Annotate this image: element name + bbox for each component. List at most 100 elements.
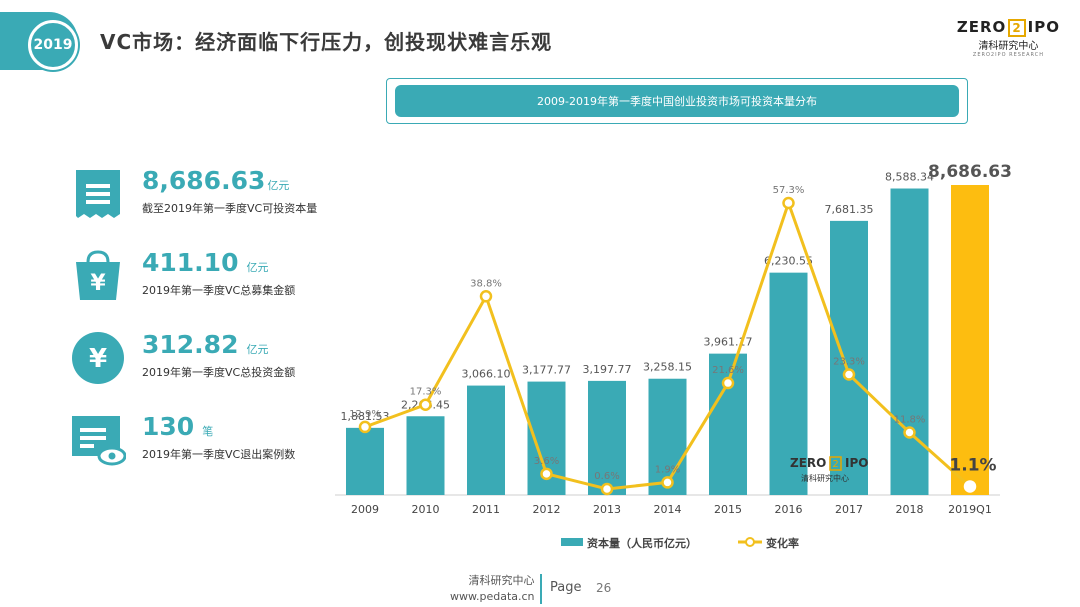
line-point	[903, 426, 916, 439]
bar	[346, 427, 384, 495]
x-tick-label: 2017	[835, 503, 863, 516]
footer-page-label: Page	[550, 580, 582, 595]
bar	[890, 188, 929, 495]
line-point	[600, 482, 614, 496]
x-tick-label: 2013	[593, 503, 621, 516]
logo-main: ZERO 2 IPO	[957, 18, 1060, 37]
watermark-left: ZERO	[790, 456, 826, 470]
line-value-label: 57.3%	[773, 185, 805, 196]
logo-box: 2	[1008, 19, 1026, 37]
chart-title: 2009-2019年第一季度中国创业投资市场可投资本量分布	[395, 85, 959, 117]
chart-title-frame: 2009-2019年第一季度中国创业投资市场可投资本量分布	[386, 78, 968, 124]
x-tick-label: 2015	[714, 503, 742, 516]
stat-desc: 2019年第一季度VC总投资金额	[142, 366, 296, 379]
stat-unit: 亿元	[246, 261, 269, 274]
line-point	[479, 290, 493, 303]
logo-left: ZERO	[956, 18, 1007, 36]
change-rate-line	[364, 201, 971, 491]
bar-value-label: 7,681.35	[825, 203, 874, 216]
stat-desc: 截至2019年第一季度VC可投资本量	[142, 202, 318, 215]
bar	[709, 353, 747, 495]
watermark-box	[829, 456, 842, 471]
line-value-label: 17.3%	[410, 387, 442, 398]
line-value-label: 38.8%	[470, 278, 502, 289]
bar	[951, 185, 989, 495]
line-value-label: 12.9%	[349, 409, 381, 420]
stat-desc: 2019年第一季度VC总募集金额	[142, 284, 296, 297]
line-value-label: 11.8%	[894, 414, 926, 425]
line-value-label: 0.6%	[594, 471, 619, 482]
x-tick-label: 2009	[351, 503, 379, 516]
line-point	[540, 467, 553, 481]
footer-org: 清科研究中心	[468, 574, 535, 587]
legend-bar-label: 资本量（人民币亿元）	[587, 536, 697, 550]
bar	[406, 416, 445, 495]
stat-value: 411.10 亿元	[142, 248, 269, 277]
bar-value-label: 3,258.15	[643, 361, 692, 374]
x-tick-label: 2011	[472, 503, 500, 516]
bar	[769, 272, 808, 495]
bar-value-label: 1,881.53	[341, 410, 390, 423]
x-tick-label: 2018	[896, 503, 924, 516]
svg-text:¥: ¥	[90, 271, 106, 296]
bar-value-label: 8,588.34	[885, 171, 934, 184]
stat-unit: 亿元	[246, 343, 269, 356]
stat-value: 8,686.63 亿元	[142, 166, 290, 195]
bar-value-label: 6,230.55	[764, 255, 813, 268]
x-tick-label: 2014	[654, 503, 682, 516]
footer-page-number: 26	[596, 581, 612, 595]
zero2ipo-logo: ZERO 2 IPO 清科研究中心 ZERO2IPO RESEARCH	[957, 18, 1060, 58]
line-value-label: 1.1%	[949, 455, 996, 475]
legend-line-marker	[745, 537, 755, 547]
receipt-icon	[76, 170, 120, 218]
line-point	[782, 196, 795, 210]
line-point	[842, 368, 856, 381]
line-value-label: 21.6%	[712, 365, 744, 376]
watermark-right: IPO	[845, 456, 868, 470]
watermark-sub: 清科研究中心	[801, 473, 849, 483]
stat-value: 312.82 亿元	[142, 330, 269, 359]
logo-right: IPO	[1027, 18, 1060, 36]
line-value-label: 1.9%	[655, 464, 680, 475]
stat-desc: 2019年第一季度VC退出案例数	[142, 448, 296, 461]
stat-unit: 亿元	[267, 179, 290, 192]
bar	[527, 381, 566, 495]
line-value-label: 23.3%	[833, 356, 865, 367]
stat-unit: 笔	[202, 425, 214, 438]
svg-text:¥: ¥	[89, 344, 107, 374]
page-title: VC市场：经济面临下行压力，创投现状难言乐观	[100, 30, 553, 54]
yuan-bag-icon: ¥	[76, 250, 120, 300]
footer-divider	[540, 574, 542, 604]
bar-value-label: 2,206.45	[401, 398, 450, 411]
bar	[467, 385, 505, 495]
footer-url[interactable]: www.pedata.cn	[450, 590, 535, 603]
line-point	[419, 398, 432, 411]
x-tick-label: 2010	[412, 503, 440, 516]
legend-bar-swatch	[561, 538, 583, 546]
x-tick-label: 2019Q1	[948, 503, 992, 516]
bar-value-label: 3,197.77	[583, 363, 632, 376]
line-point	[721, 376, 735, 390]
logo-tiny: ZERO2IPO RESEARCH	[972, 52, 1044, 58]
bar	[830, 220, 868, 495]
bar-value-label: 8,686.63	[928, 162, 1012, 182]
line-point	[661, 476, 674, 489]
x-tick-label: 2012	[533, 503, 561, 516]
bar	[648, 378, 687, 495]
line-value-label: 3.6%	[534, 456, 559, 467]
bar-value-label: 3,066.10	[462, 368, 511, 381]
watermark-box-label: 2	[832, 459, 838, 470]
bar	[588, 380, 626, 495]
year-badge: 2019	[28, 20, 78, 70]
line-point	[963, 480, 977, 493]
legend-line-label: 变化率	[766, 536, 799, 550]
footer-org-block: 清科研究中心 www.pedata.cn	[450, 573, 535, 605]
x-tick-label: 2016	[775, 503, 803, 516]
stat-value: 130 笔	[142, 412, 214, 441]
window-eye-icon	[72, 416, 126, 466]
logo-sub: 清科研究中心	[978, 41, 1039, 52]
bar-value-label: 3,961.17	[704, 336, 753, 349]
line-point	[358, 420, 372, 434]
yuan-coin-icon: ¥	[72, 332, 124, 384]
bar-value-label: 3,177.77	[522, 364, 571, 377]
